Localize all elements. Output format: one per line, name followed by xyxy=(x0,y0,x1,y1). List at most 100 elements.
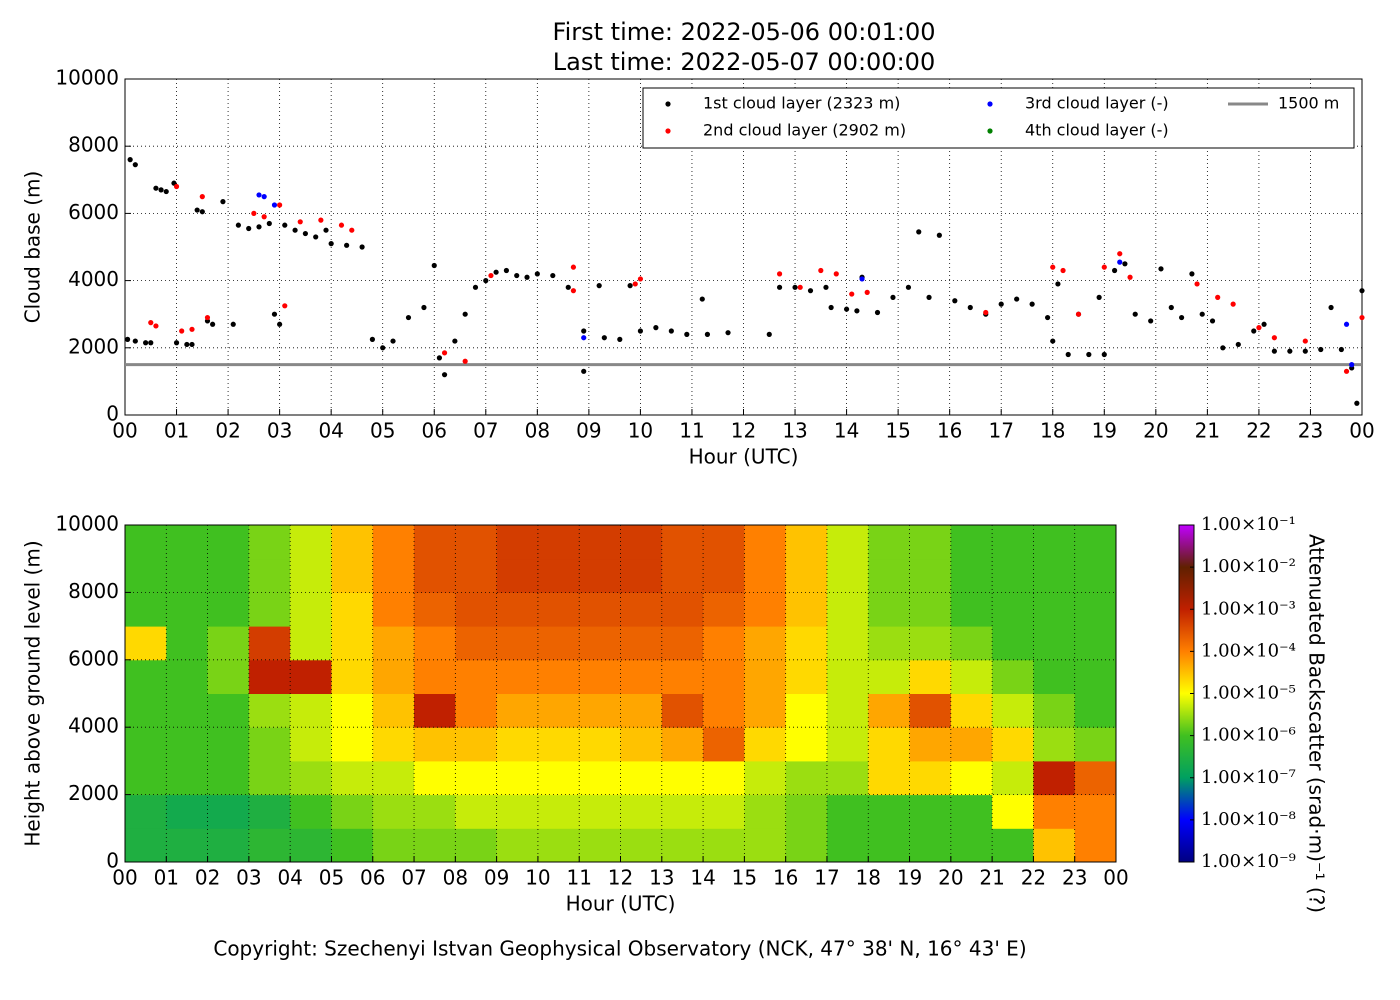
heatmap-cell xyxy=(414,525,456,560)
heatmap-cell xyxy=(1033,558,1076,593)
data-point xyxy=(684,331,690,337)
data-point xyxy=(1112,267,1118,274)
data-point xyxy=(323,227,329,233)
x-tick-label: 12 xyxy=(731,419,756,443)
heatmap-cell xyxy=(496,626,539,661)
data-point xyxy=(916,229,922,235)
heatmap-cell xyxy=(868,525,911,560)
data-point xyxy=(581,335,587,341)
data-point xyxy=(1271,335,1277,341)
heatmap-cell xyxy=(1074,693,1117,728)
heatmap-cell xyxy=(744,727,787,762)
heatmap-cell xyxy=(1074,558,1117,593)
data-point xyxy=(818,267,824,274)
data-point xyxy=(766,331,772,337)
heatmap-cell xyxy=(496,794,539,829)
heatmap-cell xyxy=(537,558,580,593)
heatmap-cell xyxy=(248,693,291,728)
x-tick-label: 15 xyxy=(885,419,910,443)
heatmap-cell xyxy=(290,727,332,762)
data-point xyxy=(1055,281,1061,287)
heatmap-cell xyxy=(496,659,539,694)
x-tick-label: 02 xyxy=(215,419,240,443)
data-point xyxy=(1287,348,1293,354)
x-tick-label: 00 xyxy=(1103,866,1128,890)
data-point xyxy=(983,309,989,316)
heatmap-cell xyxy=(248,525,291,560)
y-tick-label: 10000 xyxy=(55,512,119,536)
x-tick-label: 20 xyxy=(938,866,963,890)
heatmap-cell xyxy=(579,592,621,627)
data-point xyxy=(890,294,896,300)
data-point xyxy=(204,314,211,321)
data-point xyxy=(493,269,499,275)
heatmap-cell xyxy=(785,794,828,829)
heatmap-cell xyxy=(868,558,911,593)
data-point xyxy=(390,338,396,344)
data-point xyxy=(277,202,283,208)
data-point xyxy=(699,296,705,302)
data-point xyxy=(124,336,131,342)
data-point xyxy=(1215,294,1221,300)
heatmap-cell xyxy=(620,828,663,863)
heatmap-cell xyxy=(661,828,704,863)
heatmap-cell xyxy=(331,626,374,661)
x-tick-label: 12 xyxy=(608,866,633,890)
x-tick-label: 00 xyxy=(1349,419,1374,443)
title-line: Last time: 2022-05-07 00:00:00 xyxy=(553,48,935,76)
heatmap-cell xyxy=(248,828,291,863)
data-point xyxy=(864,289,870,295)
legend-label: 1500 m xyxy=(1278,94,1339,113)
heatmap-cell xyxy=(207,794,250,829)
y-tick-label: 4000 xyxy=(68,267,119,291)
y-axis-label: Cloud base (m) xyxy=(21,171,45,324)
heatmap-cell xyxy=(992,727,1034,762)
data-point xyxy=(380,345,386,351)
heatmap-cell xyxy=(1033,794,1076,829)
data-point xyxy=(926,294,932,300)
x-tick-label: 21 xyxy=(1195,419,1220,443)
heatmap-cell xyxy=(620,760,663,796)
data-point xyxy=(905,284,912,290)
footer: Copyright: Szechenyi Istvan Geophysical … xyxy=(213,937,1026,961)
heatmap-cell xyxy=(620,558,663,593)
x-tick-label: 15 xyxy=(732,866,757,890)
heatmap-cell xyxy=(826,760,869,796)
heatmap-cell xyxy=(207,659,250,694)
data-point xyxy=(405,314,412,321)
heatmap-cell xyxy=(331,693,374,728)
data-point xyxy=(1096,294,1102,300)
data-point xyxy=(627,283,633,289)
heatmap-cell xyxy=(207,626,250,661)
heatmap-cell xyxy=(868,760,911,796)
heatmap-cell xyxy=(248,760,291,796)
heatmap-cell xyxy=(496,760,539,796)
data-point xyxy=(282,303,288,309)
heatmap-cell xyxy=(166,693,209,728)
heatmap-cell xyxy=(331,558,374,593)
y-tick-label: 2000 xyxy=(68,781,119,805)
data-point xyxy=(127,157,133,163)
heatmap-cell xyxy=(744,828,787,863)
x-tick-label: 06 xyxy=(360,866,385,890)
data-point xyxy=(1075,311,1082,317)
heatmap-cell xyxy=(1033,828,1076,863)
heatmap-cell xyxy=(455,727,498,762)
heatmap-cell xyxy=(868,693,911,728)
heatmap-cell xyxy=(537,760,580,796)
heatmap-cell xyxy=(496,828,539,863)
data-point xyxy=(1256,325,1262,331)
data-point xyxy=(1158,266,1164,272)
data-point xyxy=(1117,251,1123,257)
heatmap-cell xyxy=(1074,592,1117,627)
heatmap-cell xyxy=(826,693,869,728)
data-point xyxy=(462,358,468,364)
heatmap-cell xyxy=(166,592,209,627)
heatmap-cell xyxy=(785,525,828,560)
data-point xyxy=(1354,400,1360,406)
data-point xyxy=(1343,321,1350,327)
heatmap-cell xyxy=(703,727,745,762)
x-tick-label: 16 xyxy=(937,419,962,443)
x-tick-label: 11 xyxy=(679,419,704,443)
data-point xyxy=(828,304,834,311)
